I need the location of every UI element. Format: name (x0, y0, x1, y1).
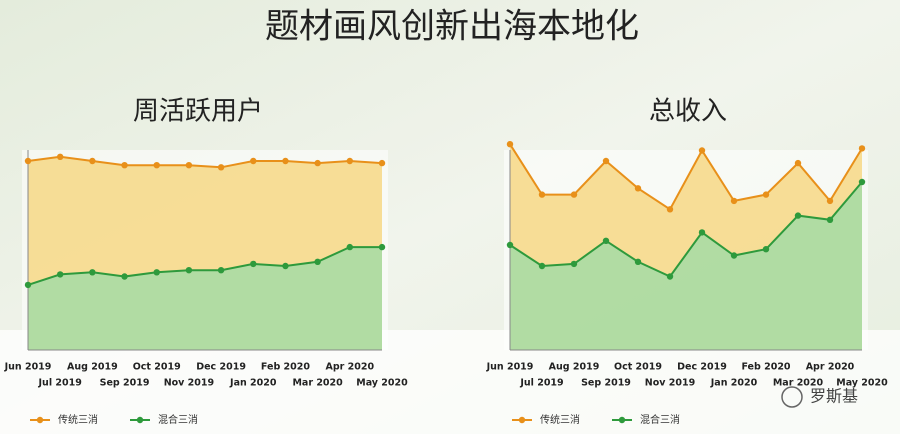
point (346, 243, 354, 251)
point (217, 267, 225, 274)
point (346, 157, 354, 165)
x-tick-label: Jun 2019 (486, 362, 534, 373)
point (56, 271, 64, 278)
x-tick-label: Feb 2020 (741, 362, 790, 373)
x-tick-label: Dec 2019 (677, 362, 727, 373)
slide-title: 题材画风创新出海本地化 (265, 7, 639, 47)
point (282, 262, 289, 270)
point (762, 246, 770, 253)
point (634, 258, 642, 265)
point (314, 159, 321, 167)
x-tick-label: Sep 2019 (100, 378, 150, 389)
chart-title: 周活跃用户 (133, 97, 263, 127)
point (250, 260, 257, 268)
watermark: 罗斯基 (810, 387, 858, 406)
point (378, 159, 386, 167)
legend-swatch (36, 416, 44, 424)
point (121, 162, 128, 169)
point (153, 269, 160, 276)
point (538, 191, 546, 198)
point (858, 145, 866, 152)
x-tick-label: Nov 2019 (164, 378, 214, 389)
area (28, 247, 382, 350)
point (56, 153, 64, 160)
point (89, 269, 96, 276)
area (510, 182, 862, 350)
legend-label: 传统三消 (58, 413, 98, 426)
x-tick-label: May 2020 (836, 378, 888, 389)
point (698, 229, 706, 236)
legend-label: 混合三消 (640, 413, 680, 426)
x-tick-label: Jul 2019 (519, 378, 563, 389)
point (570, 260, 578, 268)
x-tick-label: Sep 2019 (581, 378, 631, 389)
point (826, 197, 834, 205)
x-tick-label: Oct 2019 (614, 362, 662, 373)
point (314, 258, 321, 265)
point (506, 241, 514, 249)
point (794, 212, 802, 219)
point (506, 141, 514, 148)
line (27, 246, 382, 286)
point (570, 191, 578, 198)
line (27, 155, 383, 169)
legend-label: 传统三消 (540, 413, 580, 426)
x-tick-label: Mar 2020 (773, 378, 824, 389)
x-tick-label: Jan 2020 (229, 378, 277, 389)
x-tick-label: Mar 2020 (292, 378, 343, 389)
point (666, 273, 674, 280)
point (794, 159, 802, 167)
x-tick-label: Feb 2020 (261, 362, 310, 373)
point (826, 216, 834, 223)
chart-title: 总收入 (649, 97, 727, 127)
x-tick-label: Nov 2019 (645, 378, 695, 389)
point (185, 267, 193, 274)
point (185, 162, 193, 169)
point (24, 281, 32, 289)
point (250, 157, 257, 165)
point (858, 178, 866, 186)
legend-swatch (618, 416, 626, 424)
point (282, 157, 289, 165)
watermark-badge: 罗斯基 (781, 386, 858, 408)
x-tick-label: Apr 2020 (326, 362, 375, 373)
legend-label: 混合三消 (158, 413, 198, 426)
x-tick-label: Apr 2020 (806, 362, 855, 373)
x-tick-label: Jan 2020 (710, 378, 758, 389)
point (378, 243, 386, 251)
line (509, 143, 863, 211)
point (698, 147, 706, 154)
x-tick-label: Jul 2019 (38, 378, 82, 389)
point (762, 191, 770, 198)
point (538, 262, 546, 270)
legend-swatch (518, 416, 526, 424)
x-tick-label: Aug 2019 (67, 362, 118, 373)
point (24, 157, 32, 165)
point (730, 197, 738, 205)
point (121, 273, 128, 280)
legend-swatch (136, 416, 144, 424)
point (153, 162, 160, 169)
point (89, 157, 96, 165)
x-tick-label: Jun 2019 (4, 362, 52, 373)
x-tick-label: Dec 2019 (196, 362, 246, 373)
point (217, 164, 225, 171)
x-tick-label: Aug 2019 (549, 362, 600, 373)
x-tick-label: Oct 2019 (133, 362, 181, 373)
point (666, 206, 674, 213)
point (602, 237, 610, 244)
point (634, 185, 642, 192)
point (602, 157, 610, 165)
point (730, 252, 738, 259)
line (509, 181, 863, 278)
x-tick-label: May 2020 (356, 378, 408, 389)
